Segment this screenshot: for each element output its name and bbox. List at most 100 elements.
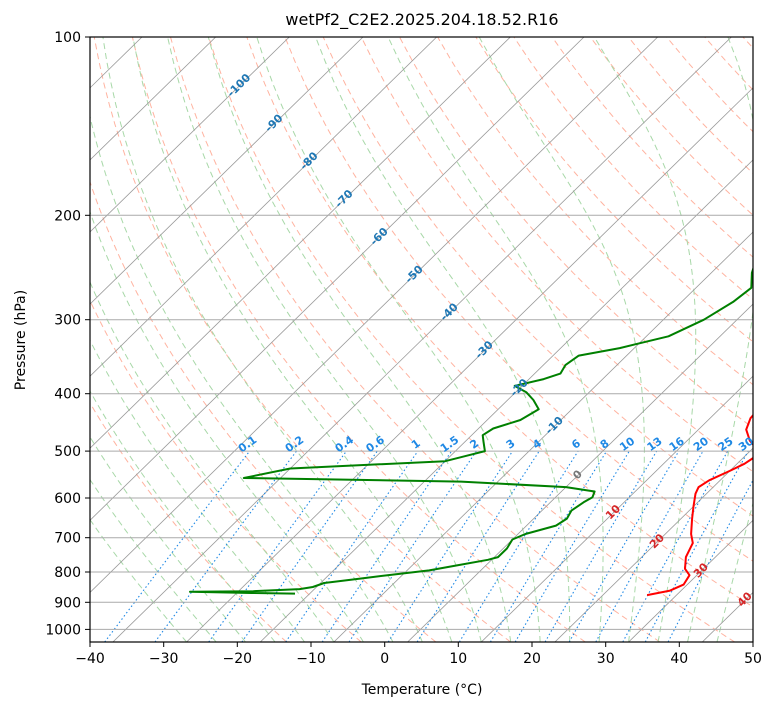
mixing-ratio-label: 0.6: [364, 433, 388, 455]
x-tick-label: 50: [744, 651, 762, 667]
mixing-ratio-line: [622, 450, 729, 642]
y-tick-label: 400: [54, 387, 81, 403]
isotherm-line: [407, 303, 753, 642]
isotherm-line: [90, 37, 216, 161]
background-lines: [0, 37, 753, 642]
moist-adiabat-line: [478, 37, 645, 642]
mixing-ratio-label: 4: [530, 437, 544, 452]
moist-adiabat-line: [90, 390, 276, 642]
y-tick-label: 900: [54, 595, 81, 611]
isotherm-line: [333, 231, 753, 642]
dry-adiabat-line: [513, 37, 753, 300]
moist-adiabat-line: [132, 37, 453, 642]
moist-adiabat-line: [90, 114, 394, 642]
mixing-ratio-label: 0.1: [236, 433, 259, 455]
x-tick-label: −20: [223, 651, 253, 667]
isotherm-line: [112, 37, 732, 642]
isotherm-line: [0, 37, 68, 642]
dry-adiabat-line: [399, 37, 753, 429]
mixing-ratio-line: [154, 450, 297, 642]
moist-adiabat-line: [687, 37, 753, 642]
isotherm-label: 0: [570, 467, 585, 482]
moist-adiabat-line: [90, 518, 187, 642]
dry-adiabat-line: [475, 37, 753, 343]
mixing-ratio-line: [321, 450, 453, 642]
dry-adiabat-line: [90, 402, 287, 642]
x-axis-ticks: −40 −30 −20 −10 0 10 20 30 40 50: [75, 642, 762, 667]
y-tick-label: 100: [54, 30, 81, 46]
plot-frame: [89, 36, 754, 643]
moist-adiabat-line: [90, 280, 335, 642]
mixing-ratio-line: [595, 450, 704, 642]
dry-adiabat-line: [170, 37, 661, 642]
dewpoint-profile-line: [189, 266, 753, 595]
y-tick-label: 1000: [45, 622, 81, 638]
y-tick-label: 200: [54, 208, 81, 224]
profile-series: [189, 266, 753, 597]
mixing-ratio-label: 0.4: [333, 433, 357, 455]
isotherm-label: 40: [735, 589, 755, 609]
dry-adiabat-line: [589, 37, 753, 216]
isotherm-label: -60: [368, 225, 391, 248]
moist-adiabat-line: [90, 210, 364, 642]
isotherm-line: [90, 37, 364, 305]
mixing-ratio-line: [348, 450, 477, 642]
dry-adiabat-line: [284, 37, 753, 562]
isotherm-label: -20: [508, 376, 531, 399]
moist-adiabat-line: [102, 37, 423, 642]
isotherm-label: -100: [225, 71, 254, 100]
dry-adiabat-line: [437, 37, 753, 386]
mixing-ratio-label: 36: [757, 434, 775, 454]
moist-adiabat-line: [716, 501, 753, 642]
isotherm-label: -40: [438, 300, 461, 323]
mixing-ratio-line: [644, 450, 749, 642]
y-tick-label: 500: [54, 444, 81, 460]
isotherm-label: -50: [403, 262, 426, 285]
moist-adiabat-line: [90, 339, 305, 642]
dry-adiabat-line: [742, 37, 753, 49]
dry-adiabat-line: [360, 37, 753, 473]
mixing-ratio-label: 1.5: [438, 433, 461, 455]
mixing-ratio-line: [568, 450, 680, 642]
isotherm-label: -30: [473, 338, 496, 361]
dry-adiabat-line: [90, 180, 437, 642]
mixing-ratio-label: 6: [569, 437, 583, 452]
mixing-ratio-label: 3: [504, 437, 518, 452]
moist-adiabat-line: [593, 37, 697, 642]
dry-adiabat-line: [90, 299, 362, 642]
mixing-ratio-line: [104, 450, 251, 642]
x-tick-label: −10: [296, 651, 326, 667]
temperature-profile-line: [646, 413, 753, 597]
isotherm-line: [554, 447, 753, 642]
y-tick-label: 600: [54, 491, 81, 507]
moist-adiabat-line: [90, 478, 217, 642]
moist-adiabat-line: [387, 37, 604, 642]
isotherm-label: -90: [262, 111, 285, 134]
dry-adiabat-line: [208, 37, 735, 642]
isotherm-line: [90, 37, 511, 449]
moist-adiabat-line: [256, 37, 541, 642]
isotherm-line: [628, 519, 753, 642]
chart-title: wetPf2_C2E2.2025.204.18.52.R16: [285, 10, 558, 30]
dry-adiabat-line: [93, 37, 511, 642]
x-tick-label: 20: [523, 651, 541, 667]
y-tick-label: 300: [54, 313, 81, 329]
isotherm-label: 20: [647, 531, 667, 551]
x-tick-label: 10: [449, 651, 467, 667]
y-tick-label: 700: [54, 531, 81, 547]
dry-adiabat-line: [131, 37, 586, 642]
x-tick-label: −30: [149, 651, 179, 667]
isotherm-line: [260, 159, 753, 642]
mixing-ratio-line: [667, 479, 753, 642]
isotherm-line: [90, 37, 437, 377]
mixing-ratio-line: [416, 450, 540, 642]
isotherm-label: -70: [332, 187, 355, 210]
moist-adiabat-line: [167, 37, 482, 642]
isotherm-label: -80: [297, 149, 320, 172]
y-axis-label: Pressure (hPa): [13, 290, 29, 390]
mixing-ratio-line: [489, 450, 608, 642]
mixing-ratio-line: [208, 450, 347, 642]
isotherm-line: [481, 375, 753, 642]
mixing-ratio-label: 30: [736, 434, 756, 454]
